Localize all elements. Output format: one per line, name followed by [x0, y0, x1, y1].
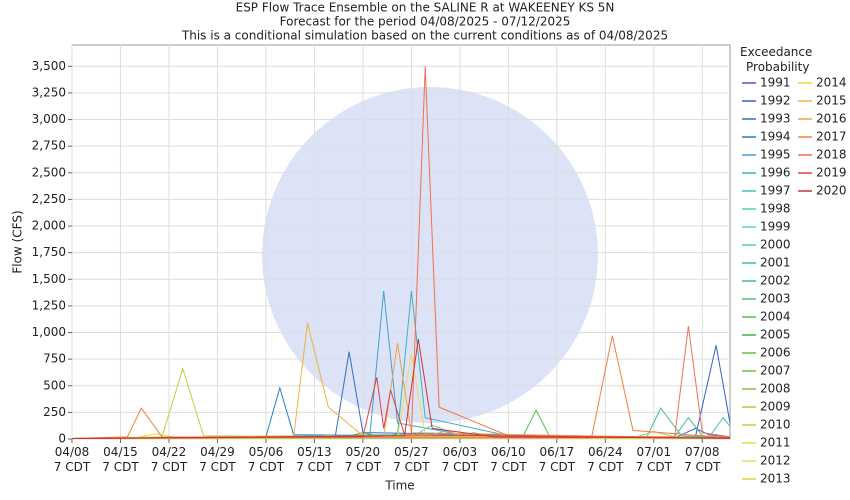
- legend-title: Exceedance Probability: [740, 45, 812, 74]
- x-tick-label: 05/27 7 CDT: [393, 445, 430, 474]
- y-tick-label: 2,500: [32, 165, 66, 179]
- legend-label: 2004: [760, 310, 791, 324]
- legend-label: 2017: [816, 130, 847, 144]
- grid: [71, 45, 730, 440]
- legend-label: 1997: [760, 184, 791, 198]
- legend-label: 1991: [760, 76, 791, 90]
- legend-label: 2016: [816, 112, 847, 126]
- y-axis-label: Flow (CFS): [11, 210, 25, 273]
- watermark: [262, 87, 598, 423]
- chart-title: ESP Flow Trace Ensemble on the SALINE R …: [236, 1, 615, 15]
- x-tick-label: 06/03 7 CDT: [442, 445, 479, 474]
- legend-label: 1994: [760, 130, 791, 144]
- legend-label: 2010: [760, 418, 791, 432]
- legend-label: 2006: [760, 346, 791, 360]
- x-tick-label: 07/08 7 CDT: [684, 445, 721, 474]
- legend-label: 1999: [760, 220, 791, 234]
- y-tick-label: 2,250: [32, 192, 66, 206]
- y-tick-label: 1,250: [32, 298, 66, 312]
- x-tick-label: 07/01 7 CDT: [636, 445, 673, 474]
- legend-label: 1998: [760, 202, 791, 216]
- x-tick-label: 06/17 7 CDT: [539, 445, 576, 474]
- x-tick-label: 05/13 7 CDT: [296, 445, 333, 474]
- y-tick-label: 3,250: [32, 85, 66, 99]
- legend-label: 2009: [760, 400, 791, 414]
- subtitle: Forecast for the period 04/08/2025 - 07/…: [280, 15, 571, 29]
- x-tick-label: 06/10 7 CDT: [490, 445, 527, 474]
- y-tick-label: 2,000: [32, 219, 66, 233]
- x-tick-label: 05/06 7 CDT: [248, 445, 285, 474]
- y-tick-label: 3,500: [32, 59, 66, 73]
- legend-label: 2003: [760, 292, 791, 306]
- legend-label: 2018: [816, 148, 847, 162]
- y-tick-label: 1,500: [32, 272, 66, 286]
- x-tick-label: 04/22 7 CDT: [151, 445, 188, 474]
- x-tick-label: 04/29 7 CDT: [199, 445, 236, 474]
- legend-label: 1996: [760, 166, 791, 180]
- legend-label: 2007: [760, 364, 791, 378]
- y-tick-label: 1,000: [32, 325, 66, 339]
- x-tick-label: 04/15 7 CDT: [102, 445, 139, 474]
- legend-label: 2019: [816, 166, 847, 180]
- legend-label: 2014: [816, 76, 847, 90]
- legend-label: 2008: [760, 382, 791, 396]
- y-tick-label: 3,000: [32, 112, 66, 126]
- legend-label: 1992: [760, 94, 791, 108]
- y-tick-label: 250: [43, 405, 66, 419]
- legend-label: 2011: [760, 436, 791, 450]
- legend-label: 2013: [760, 472, 791, 486]
- x-tick-label: 06/24 7 CDT: [587, 445, 624, 474]
- y-tick-label: 1,750: [32, 245, 66, 259]
- legend-label: 2001: [760, 256, 791, 270]
- y-tick-label: 2,750: [32, 139, 66, 153]
- legend-label: 2005: [760, 328, 791, 342]
- legend-label: 2020: [816, 184, 847, 198]
- series-line: [71, 338, 731, 439]
- legend-label: 2015: [816, 94, 847, 108]
- series-line: [71, 335, 731, 439]
- y-tick-label: 500: [43, 378, 66, 392]
- x-tick-label: 04/08 7 CDT: [54, 445, 91, 474]
- legend-label: 2012: [760, 454, 791, 468]
- legend-label: 2000: [760, 238, 791, 252]
- x-tick-label: 05/20 7 CDT: [345, 445, 382, 474]
- legend-label: 2002: [760, 274, 791, 288]
- y-tick-label: 0: [58, 432, 66, 446]
- x-axis-label: Time: [384, 479, 414, 493]
- subtitle: This is a conditional simulation based o…: [181, 29, 668, 43]
- legend-label: 1995: [760, 148, 791, 162]
- legend-label: 1993: [760, 112, 791, 126]
- y-tick-label: 750: [43, 352, 66, 366]
